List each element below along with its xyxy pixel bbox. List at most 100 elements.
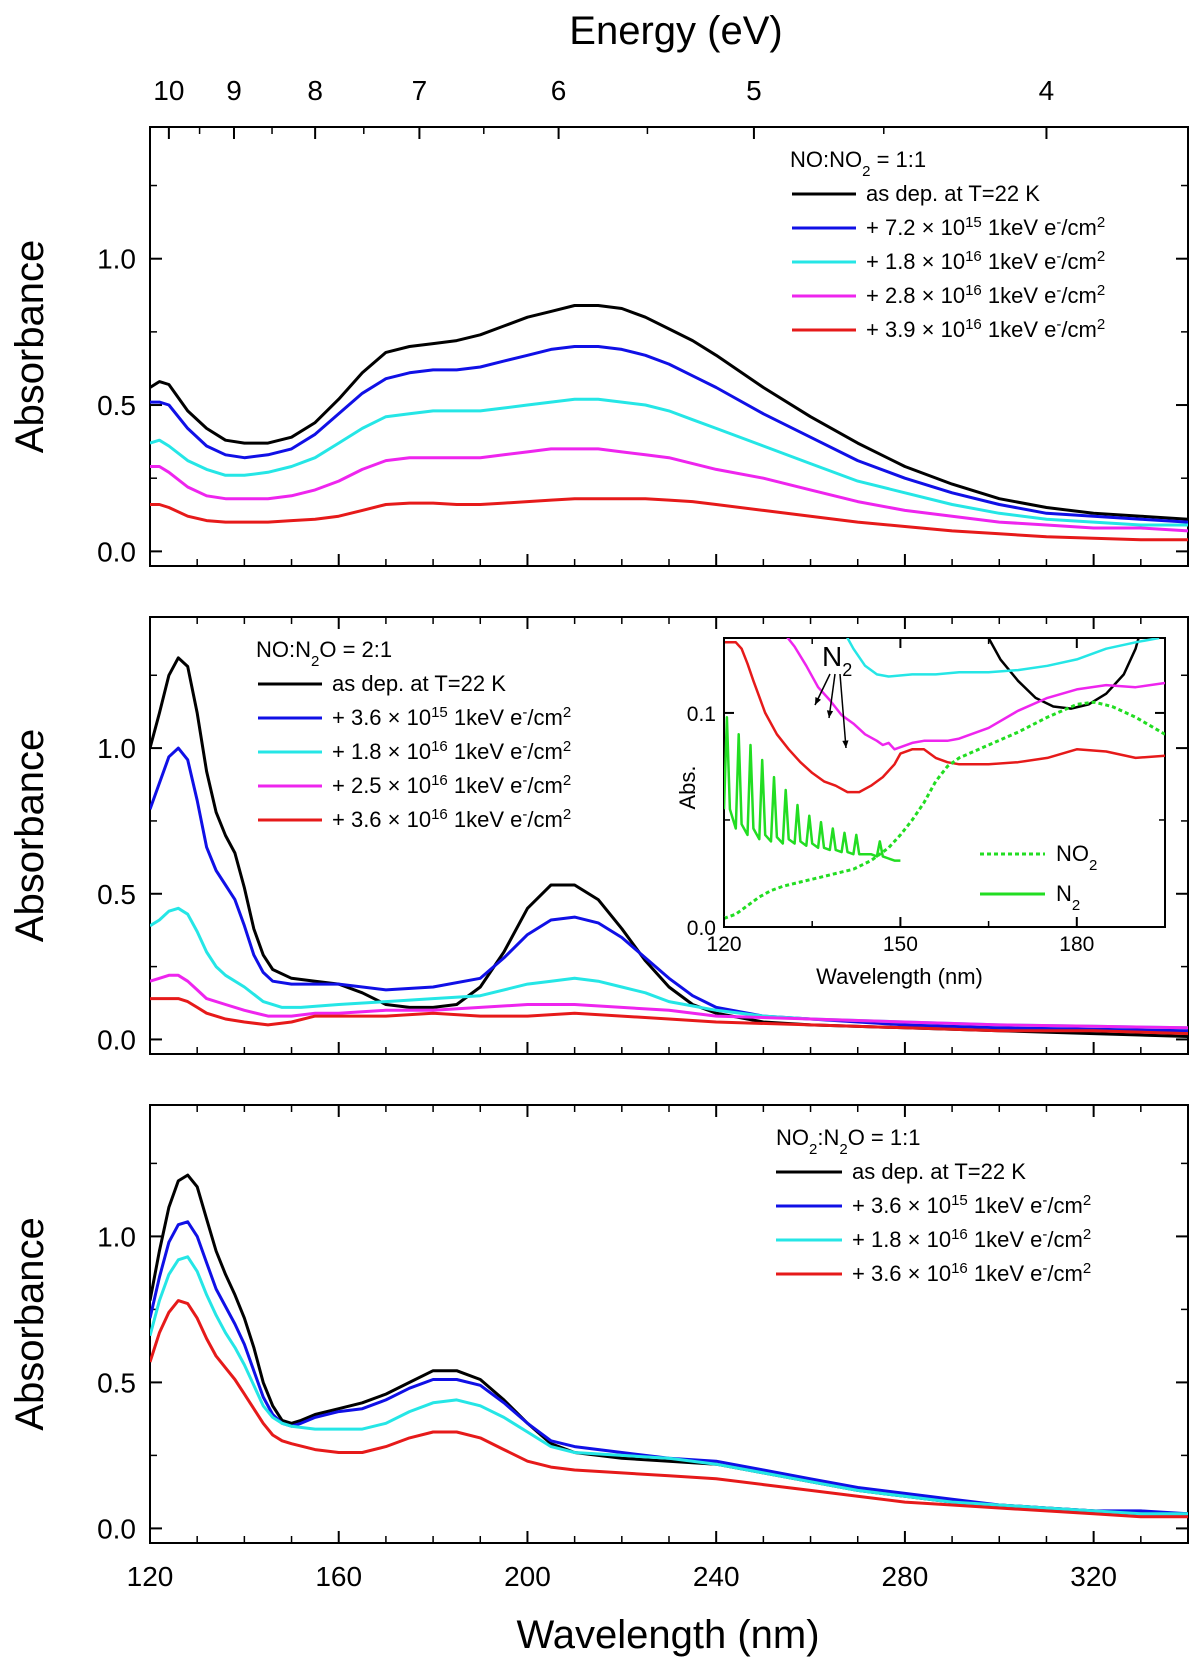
text-part: as dep. at T=22 K (852, 1159, 1026, 1184)
energy-tick-label: 8 (307, 75, 323, 106)
text-part: N (1056, 881, 1072, 906)
inset-series-group (724, 638, 1165, 920)
legend-sup: 2 (1083, 1260, 1091, 1277)
text-part: + 1.8 × 10 (332, 739, 431, 764)
inset-annotation-sub: 2 (842, 660, 852, 680)
series-line-2 (150, 1220, 1188, 1516)
text-part: /cm (1061, 249, 1096, 274)
y-tick-label: 1.0 (97, 733, 136, 764)
text-part: /cm (527, 807, 562, 832)
y-tick-label: 0.5 (97, 1367, 136, 1398)
text-part: + 1.8 × 10 (852, 1227, 951, 1252)
inset-series-line-2 (846, 638, 1160, 678)
text-part: + 3.6 × 10 (852, 1193, 951, 1218)
y-tick-label: 0.5 (97, 879, 136, 910)
x-axis-title: Wavelength (nm) (516, 1613, 819, 1657)
series-line-3 (150, 397, 1188, 527)
inset-frame (723, 637, 1166, 928)
inset-x-tick-label: 180 (1059, 933, 1094, 956)
x-tick-label: 320 (1070, 1561, 1117, 1592)
legend-entry: as dep. at T=22 K (332, 671, 506, 696)
text-part: 1keV e (968, 1193, 1043, 1218)
legend-sup: 2 (563, 772, 571, 789)
legend-sup: 15 (431, 704, 448, 721)
top-axis-title: Energy (eV) (569, 9, 782, 53)
series-line-2 (150, 746, 1188, 1033)
text-part: NO (1056, 841, 1089, 866)
legend: NO:N2O = 2:1as dep. at T=22 K+ 3.6 × 101… (256, 637, 571, 832)
legend-sup: - (1056, 282, 1061, 299)
inset-annotation-arrow (828, 673, 836, 719)
inset-series-line-3 (786, 638, 1165, 751)
series-line-4 (150, 447, 1188, 533)
text-part: 1keV e (448, 807, 523, 832)
y-tick-label: 1.0 (97, 244, 136, 275)
text-part: 1keV e (968, 1227, 1043, 1252)
inset-legend-sub: 2 (1089, 857, 1097, 874)
series-group (150, 1173, 1188, 1519)
y-tick-label: 0.0 (97, 1513, 136, 1544)
legend-sup: - (522, 772, 527, 789)
legend-title-sub: 2 (311, 653, 319, 670)
x-tick-label: 160 (315, 1561, 362, 1592)
inset-x-tick-label: 150 (883, 933, 918, 956)
text-part: + 3.9 × 10 (866, 317, 965, 342)
text-part: + 3.6 × 10 (332, 807, 431, 832)
y-tick-label: 0.0 (97, 536, 136, 567)
text-part: /cm (1047, 1193, 1082, 1218)
text-part: /cm (527, 705, 562, 730)
legend-sup: 2 (563, 704, 571, 721)
legend-title: NO:NO2 = 1:1 (790, 147, 926, 180)
legend-title-sub: 2 (809, 1141, 817, 1158)
text-part: 1keV e (982, 249, 1057, 274)
series-line-4 (150, 973, 1188, 1030)
inset-x-axis-title: Wavelength (nm) (816, 964, 983, 989)
text-part: /cm (1047, 1261, 1082, 1286)
y-tick-label: 1.0 (97, 1221, 136, 1252)
text-part: NO:N (256, 637, 311, 662)
energy-tick-label: 5 (746, 75, 762, 106)
series-line-2 (150, 345, 1188, 524)
text-part: /cm (1061, 215, 1096, 240)
legend-sup: - (1056, 316, 1061, 333)
series-line-3 (150, 1255, 1188, 1516)
legend-sup: 2 (563, 738, 571, 755)
energy-tick-label: 7 (412, 75, 428, 106)
series-line-5 (150, 997, 1188, 1036)
legend-sup: 15 (965, 214, 982, 231)
legend-sup: 16 (431, 806, 448, 823)
inset-annotation-arrow (839, 673, 847, 749)
series-group (150, 656, 1188, 1038)
legend-title: NO2:N2O = 1:1 (776, 1125, 920, 1158)
inset-series-line-5 (724, 700, 1165, 920)
x-tick-label: 280 (882, 1561, 929, 1592)
text-part: 1keV e (448, 739, 523, 764)
inset-legend-entry: NO2 (1056, 841, 1097, 874)
series-line-1 (150, 1173, 1188, 1516)
text-part: /cm (527, 739, 562, 764)
y-axis-title: Absorbance (8, 729, 52, 942)
legend-entry: + 1.8 × 1016 1keV e-/cm2 (332, 738, 571, 765)
text-part: 1keV e (448, 773, 523, 798)
legend-sup: 16 (965, 316, 982, 333)
inset-annotation-arrowhead (815, 697, 821, 705)
inset-annotation-arrowhead (826, 710, 834, 718)
text-part: NO:NO (790, 147, 862, 172)
legend-sup: 2 (563, 806, 571, 823)
text-part: 1keV e (982, 283, 1057, 308)
x-tick-label: 120 (127, 1561, 174, 1592)
text-part: + 1.8 × 10 (866, 249, 965, 274)
legend-title-sub: 2 (839, 1141, 847, 1158)
legend-title-sub: 2 (862, 163, 870, 180)
x-tick-label: 200 (504, 1561, 551, 1592)
legend-sup: 2 (1097, 214, 1105, 231)
text-part: /cm (527, 773, 562, 798)
legend-sup: - (522, 806, 527, 823)
inset-legend-entry: N2 (1056, 881, 1080, 914)
legend-sup: - (522, 704, 527, 721)
legend-entry: + 3.6 × 1015 1keV e-/cm2 (332, 704, 571, 731)
inset-y-axis-title: Abs. (675, 765, 700, 809)
